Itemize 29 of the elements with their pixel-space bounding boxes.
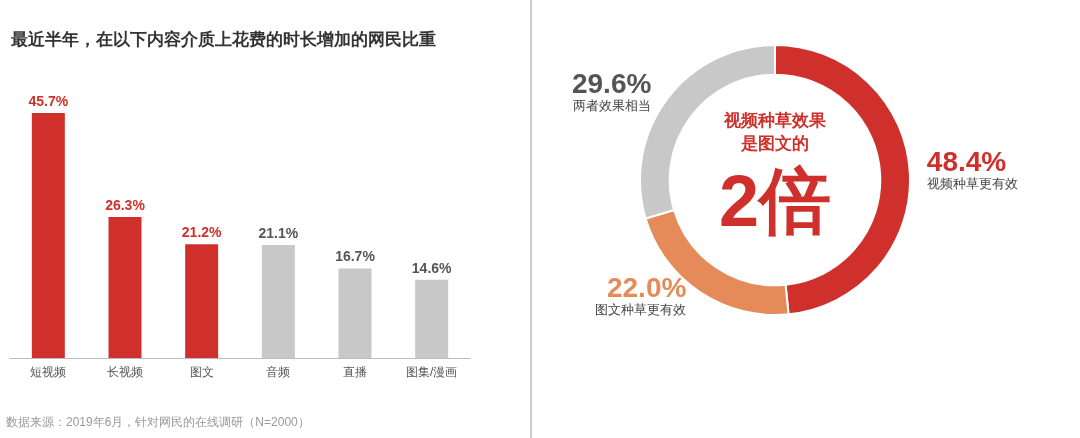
slice-label: 两者效果相当: [573, 98, 652, 113]
source-note: 数据来源：2019年6月，针对网民的在线调研（N=2000）: [6, 415, 310, 429]
x-tick-label: 图集/漫画: [405, 365, 458, 379]
data-label: 21.1%: [258, 224, 299, 241]
text: 是图文的: [740, 134, 809, 153]
bar: [261, 244, 295, 358]
data-label: 48.4%: [926, 146, 1007, 178]
bar: [415, 279, 449, 358]
data-label: 21.2%: [181, 224, 223, 241]
chart-title: 最近半年，在以下内容介质上花费的时长增加的网民比重: [10, 30, 436, 49]
data-label: 22.0%: [606, 272, 687, 304]
text: 视频种草效果: [723, 111, 827, 130]
slice-label: 图文种草更有效: [595, 302, 687, 318]
x-tick-label: 长视频: [107, 365, 143, 379]
bar: [338, 268, 372, 358]
data-label: 26.3%: [105, 197, 146, 214]
data-label: 14.6%: [411, 259, 453, 276]
bar: [31, 113, 65, 358]
x-tick-label: 短视频: [30, 365, 67, 379]
bar: [108, 217, 142, 358]
data-label: 45.7%: [28, 93, 69, 110]
x-tick-label: 图文: [189, 365, 214, 379]
slice-label: 视频种草更有效: [926, 176, 1018, 192]
bar: [185, 244, 219, 358]
x-tick-label: 音频: [266, 365, 291, 379]
x-tick-label: 直播: [343, 365, 367, 379]
text: 2倍: [718, 161, 832, 241]
data-label: 29.6%: [571, 68, 652, 99]
data-label: 16.7%: [335, 248, 376, 265]
